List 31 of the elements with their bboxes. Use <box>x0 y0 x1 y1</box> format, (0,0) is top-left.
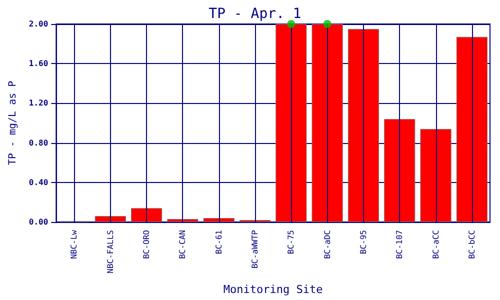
x-axis-title: Monitoring Site <box>223 283 323 296</box>
bar <box>420 128 452 222</box>
x-tick-label: BC-61 <box>214 230 224 254</box>
x-tick-label: BC-aDC <box>322 230 332 259</box>
bar <box>167 219 198 222</box>
y-tick-label: 1.60 <box>28 59 48 68</box>
y-tick-label: 0.00 <box>28 218 48 226</box>
x-tick-label: BC-95 <box>358 230 368 254</box>
bar <box>456 36 488 222</box>
y-tick-label: 0.40 <box>28 178 48 187</box>
bar <box>131 208 162 222</box>
y-tick-label: 2.00 <box>28 20 48 28</box>
bar <box>312 24 343 222</box>
bar <box>94 216 126 222</box>
x-tick-label: NBC-FALLS <box>106 230 115 274</box>
y-axis-title: TP - mg/L as P <box>8 80 18 166</box>
x-tick-label: BC-ORO <box>142 230 152 259</box>
x-tick-label: NBC-Lw <box>70 230 79 259</box>
y-tick-label: 0.80 <box>28 138 48 148</box>
bar <box>384 119 416 222</box>
bar <box>348 28 380 222</box>
x-tick-label: BC-bCC <box>467 230 476 259</box>
x-tick-label: BC-75 <box>286 230 296 254</box>
y-tick-label: 1.20 <box>28 98 48 108</box>
x-tick-label: BC-aCC <box>431 230 440 259</box>
bar <box>203 218 234 222</box>
x-tick-label: BC-CAN <box>178 230 188 259</box>
bar <box>276 24 307 222</box>
x-tick-label: BC-aWWTP <box>250 230 260 269</box>
x-tick-label: BC-107 <box>395 230 404 259</box>
chart-title: TP - Apr. 1 <box>208 6 302 22</box>
